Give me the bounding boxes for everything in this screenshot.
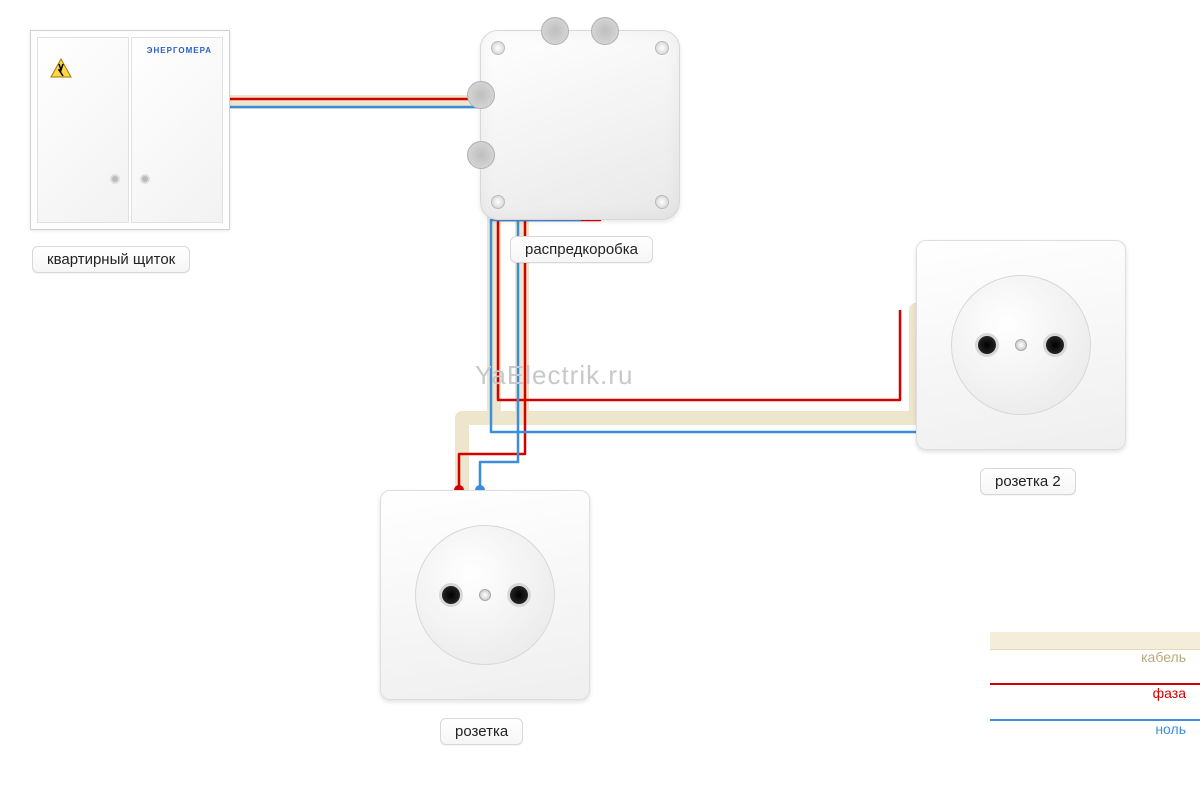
socket-face bbox=[415, 525, 555, 665]
socket-2 bbox=[916, 240, 1126, 450]
knockout-icon bbox=[467, 81, 495, 109]
legend-swatch bbox=[990, 632, 1200, 650]
junction-label: распредкоробка bbox=[510, 236, 653, 263]
screw-icon bbox=[491, 41, 505, 55]
legend-cable-label: кабель bbox=[1141, 649, 1186, 665]
warning-icon bbox=[50, 58, 72, 78]
screw-icon bbox=[655, 195, 669, 209]
socket-face bbox=[951, 275, 1091, 415]
keyhole-icon bbox=[142, 176, 148, 182]
junction-box bbox=[480, 30, 680, 220]
panel-label: квартирный щиток bbox=[32, 246, 190, 273]
socket-hole-icon bbox=[442, 586, 460, 604]
socket-2-label: розетка 2 bbox=[980, 468, 1076, 495]
watermark-text: YaElectrik.ru bbox=[475, 360, 633, 391]
screw-icon bbox=[655, 41, 669, 55]
legend-neutral: ноль bbox=[990, 704, 1200, 740]
legend: кабель фаза ноль bbox=[990, 632, 1200, 760]
socket-hole-icon bbox=[978, 336, 996, 354]
screw-icon bbox=[1015, 339, 1027, 351]
legend-phase: фаза bbox=[990, 668, 1200, 704]
knockout-icon bbox=[467, 141, 495, 169]
distribution-panel: ЭНЕРГОМЕРА bbox=[30, 30, 230, 230]
socket-hole-icon bbox=[510, 586, 528, 604]
socket-1-label: розетка bbox=[440, 718, 523, 745]
legend-phase-label: фаза bbox=[1153, 685, 1186, 701]
legend-cable: кабель bbox=[990, 632, 1200, 668]
panel-door-right: ЭНЕРГОМЕРА bbox=[131, 37, 223, 223]
panel-brand: ЭНЕРГОМЕРА bbox=[147, 46, 212, 55]
socket-1 bbox=[380, 490, 590, 700]
panel-door-left bbox=[37, 37, 129, 223]
knockout-icon bbox=[541, 17, 569, 45]
socket-hole-icon bbox=[1046, 336, 1064, 354]
legend-neutral-label: ноль bbox=[1155, 721, 1186, 737]
screw-icon bbox=[479, 589, 491, 601]
keyhole-icon bbox=[112, 176, 118, 182]
knockout-icon bbox=[591, 17, 619, 45]
screw-icon bbox=[491, 195, 505, 209]
